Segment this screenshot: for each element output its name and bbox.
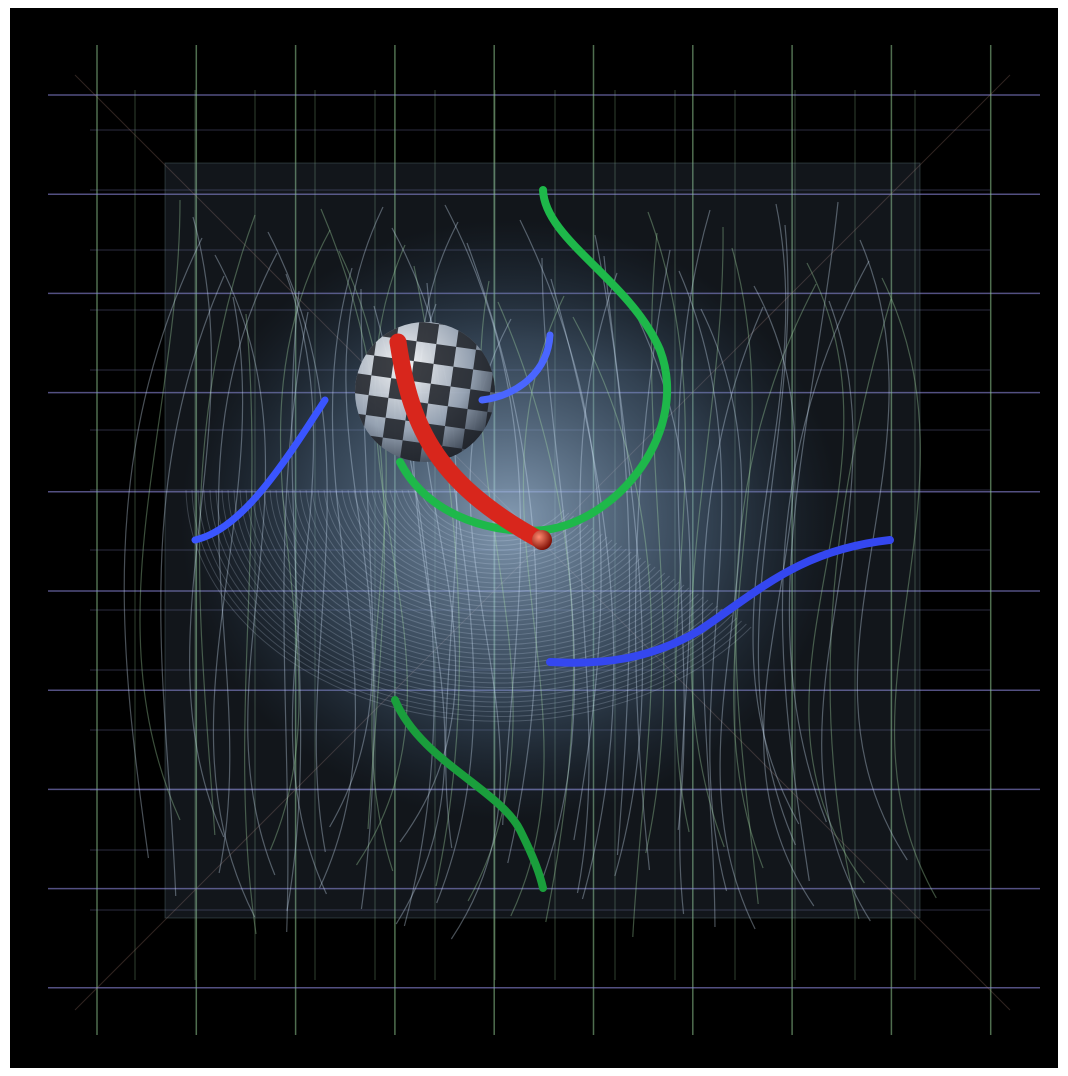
page: (() => { const svg = document.getElement… xyxy=(0,0,1068,1076)
red-tube-end xyxy=(532,530,552,550)
visualization xyxy=(0,0,1068,1076)
